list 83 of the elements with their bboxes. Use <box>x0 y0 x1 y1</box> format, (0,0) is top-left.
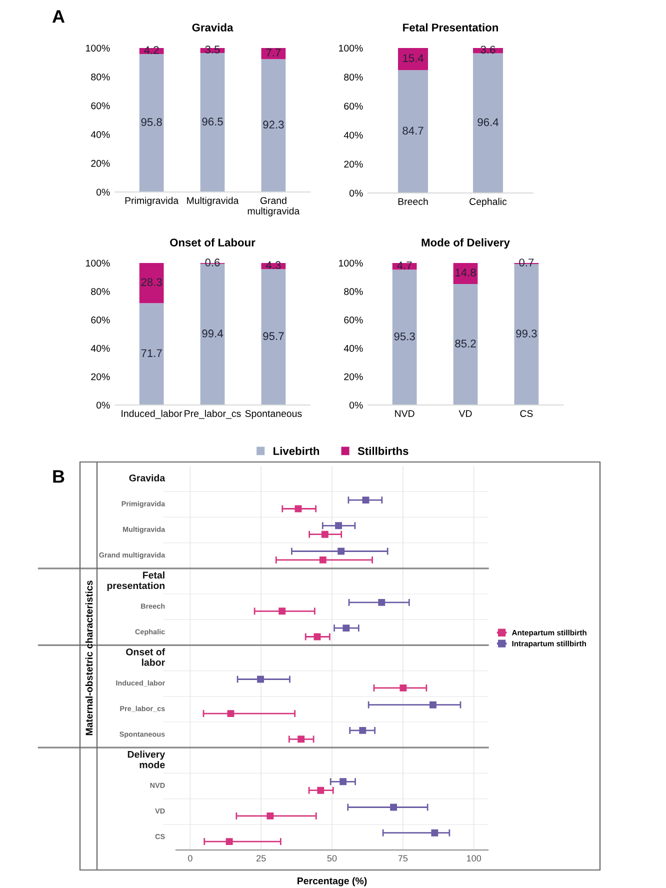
y-axis-title: Maternal-obstetric characteristics <box>85 580 93 736</box>
y-tick-label: 20% <box>344 160 363 168</box>
x-tick-label: Spontaneous <box>245 410 302 419</box>
x-tick-label: 0 <box>188 855 192 862</box>
bar <box>139 54 164 192</box>
x-axis-title: Percentage (%) <box>298 877 367 886</box>
data-label: 4.2 <box>144 46 159 54</box>
bar <box>453 284 478 405</box>
x-tick-label: Pre_labor_cs <box>184 410 241 419</box>
data-label: 96.5 <box>202 118 223 126</box>
y-tick-label: 60% <box>344 316 363 324</box>
y-tick-label: Fetal presentation <box>107 571 164 591</box>
y-tick-label: Delivery mode <box>128 750 166 768</box>
y-tick-label: 20% <box>91 373 110 380</box>
x-tick-label: NVD <box>395 410 414 417</box>
data-label: 15.4 <box>403 54 424 62</box>
x-tick-label: VD <box>458 410 472 417</box>
y-tick-label: 0% <box>349 402 363 409</box>
chart-title: Mode of Delivery <box>422 238 510 249</box>
legend-label: Stillbirths <box>358 446 408 455</box>
bar <box>261 59 286 192</box>
x-tick-label: 50 <box>327 855 337 862</box>
y-tick-label: 0% <box>349 190 363 197</box>
y-tick-label: 80% <box>91 74 110 80</box>
bar <box>473 53 503 193</box>
y-tick-label: 100% <box>86 260 110 267</box>
bar <box>261 48 286 60</box>
data-label: 14.8 <box>456 268 476 276</box>
bar <box>398 70 428 193</box>
data-label: 92.3 <box>263 120 284 129</box>
data-label: 95.8 <box>141 118 162 126</box>
data-label: 71.7 <box>141 349 162 357</box>
chart-title: Fetal Presentation <box>403 23 498 32</box>
y-tick-label: Onset of labor <box>126 648 166 666</box>
data-label: 99.3 <box>516 330 537 338</box>
y-tick-label: 0% <box>96 188 110 196</box>
x-tick-label: Multigravida <box>187 196 239 206</box>
y-tick-label: 100% <box>339 260 363 267</box>
x-tick-label: 75 <box>398 855 408 862</box>
y-tick-label: 0% <box>96 402 110 409</box>
data-label: 28.3 <box>141 278 162 286</box>
data-label: 99.4 <box>202 330 223 338</box>
x-tick-label: Breech <box>398 198 428 205</box>
chart-title: Gravida <box>192 23 234 32</box>
data-label: 96.4 <box>478 118 498 126</box>
y-tick-label: Gravida <box>129 474 166 482</box>
bar <box>200 53 225 192</box>
y-tick-label: 40% <box>90 131 110 138</box>
y-tick-label: 80% <box>344 74 363 81</box>
y-tick-label: 20% <box>91 160 110 167</box>
bar <box>139 303 164 405</box>
x-tick-label: 100 <box>466 855 481 862</box>
text: A <box>52 10 65 23</box>
data-label: 85.2 <box>455 340 476 348</box>
legend-label: Livebirth <box>274 446 320 455</box>
x-tick-label: CS <box>520 410 533 417</box>
data-label: 95.7 <box>263 332 284 340</box>
y-tick-label: 100% <box>86 44 110 52</box>
text: B <box>53 470 64 483</box>
bar <box>398 48 428 70</box>
y-tick-label: 60% <box>91 316 110 324</box>
data-label: 3.6 <box>480 46 496 54</box>
y-tick-label: 80% <box>91 288 110 296</box>
data-label: 84.7 <box>402 126 424 135</box>
y-tick-label: 80% <box>344 288 363 296</box>
data-label: 7.7 <box>266 48 281 56</box>
y-tick-label: 60% <box>91 102 110 110</box>
chart-title: Onset of Labour <box>170 238 256 246</box>
data-label: 4.7 <box>397 262 412 270</box>
x-tick-label: Cephalic <box>470 198 507 207</box>
bar <box>392 270 417 405</box>
bar <box>261 269 286 405</box>
data-label: 95.3 <box>394 332 415 340</box>
x-tick-label: 25 <box>256 855 266 862</box>
y-tick-label: 40% <box>344 344 363 352</box>
x-tick-label: Grand multigravida <box>248 196 300 216</box>
y-tick-label: 20% <box>344 373 363 380</box>
y-tick-label: 100% <box>339 44 363 52</box>
y-tick-label: 40% <box>344 132 363 139</box>
bar <box>139 263 164 304</box>
data-label: 4.3 <box>266 261 281 270</box>
y-tick-label: 40% <box>90 344 110 352</box>
y-tick-label: 60% <box>344 102 363 110</box>
